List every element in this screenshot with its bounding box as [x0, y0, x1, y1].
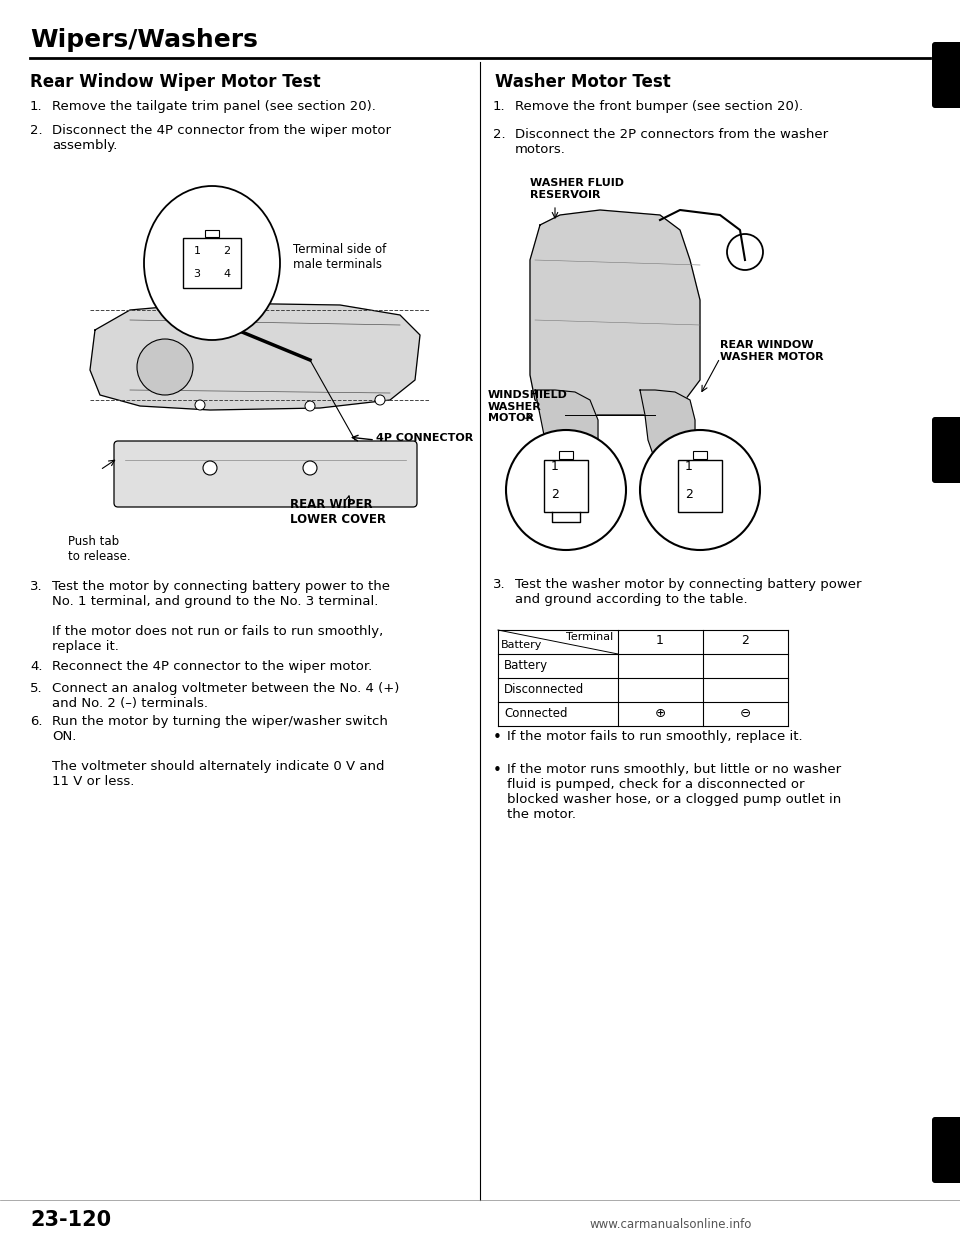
Circle shape: [203, 461, 217, 474]
FancyBboxPatch shape: [932, 1117, 960, 1182]
Circle shape: [375, 395, 385, 405]
Text: Connected: Connected: [504, 707, 567, 720]
Text: www.carmanualsonline.info: www.carmanualsonline.info: [590, 1218, 753, 1231]
Text: 3: 3: [194, 270, 201, 279]
Text: 2: 2: [741, 633, 749, 647]
Text: Connect an analog voltmeter between the No. 4 (+)
and No. 2 (–) terminals.: Connect an analog voltmeter between the …: [52, 682, 399, 710]
Text: 1: 1: [685, 461, 693, 473]
Bar: [544, 460, 588, 512]
Text: REAR WIPER
LOWER COVER: REAR WIPER LOWER COVER: [290, 498, 386, 527]
Polygon shape: [530, 210, 700, 415]
Text: 1: 1: [194, 246, 201, 256]
Text: Test the motor by connecting battery power to the
No. 1 terminal, and ground to : Test the motor by connecting battery pow…: [52, 580, 390, 653]
Text: Disconnect the 2P connectors from the washer
motors.: Disconnect the 2P connectors from the wa…: [515, 128, 828, 156]
Text: 5.: 5.: [30, 682, 42, 696]
Text: 2.: 2.: [30, 124, 42, 137]
Text: 4.: 4.: [30, 660, 42, 673]
Circle shape: [303, 461, 317, 474]
Text: 1.: 1.: [30, 101, 42, 113]
Text: ⊖: ⊖: [739, 707, 751, 720]
Bar: [205, 230, 219, 237]
Text: 1: 1: [551, 461, 559, 473]
FancyBboxPatch shape: [114, 441, 417, 507]
Text: Battery: Battery: [501, 640, 542, 650]
Text: Run the motor by turning the wiper/washer switch
ON.

The voltmeter should alter: Run the motor by turning the wiper/washe…: [52, 715, 388, 787]
Text: 6.: 6.: [30, 715, 42, 728]
Text: ⊕: ⊕: [655, 707, 665, 720]
Text: 1.: 1.: [493, 101, 506, 113]
Text: Terminal: Terminal: [565, 632, 613, 642]
Bar: [183, 238, 241, 288]
Text: WASHER FLUID
RESERVOIR: WASHER FLUID RESERVOIR: [530, 178, 624, 200]
Circle shape: [305, 401, 315, 411]
Text: Push tab
to release.: Push tab to release.: [68, 535, 131, 563]
Text: Disconnected: Disconnected: [504, 683, 585, 696]
Text: Battery: Battery: [504, 660, 548, 672]
Bar: [559, 451, 573, 460]
Text: 3.: 3.: [493, 578, 506, 591]
Polygon shape: [535, 390, 598, 465]
Text: 1: 1: [656, 633, 664, 647]
Text: 2.: 2.: [493, 128, 506, 142]
Bar: [693, 451, 707, 460]
Text: Rear Window Wiper Motor Test: Rear Window Wiper Motor Test: [30, 73, 321, 91]
Text: If the motor runs smoothly, but little or no washer
fluid is pumped, check for a: If the motor runs smoothly, but little o…: [507, 763, 841, 821]
Text: Remove the front bumper (see section 20).: Remove the front bumper (see section 20)…: [515, 101, 804, 113]
Text: 2: 2: [551, 488, 559, 502]
Circle shape: [195, 400, 205, 410]
Text: Washer Motor Test: Washer Motor Test: [495, 73, 671, 91]
Text: Remove the tailgate trim panel (see section 20).: Remove the tailgate trim panel (see sect…: [52, 101, 376, 113]
Ellipse shape: [144, 186, 280, 340]
Circle shape: [506, 430, 626, 550]
Text: 2: 2: [685, 488, 693, 502]
Polygon shape: [90, 303, 420, 410]
Circle shape: [640, 430, 760, 550]
Text: Reconnect the 4P connector to the wiper motor.: Reconnect the 4P connector to the wiper …: [52, 660, 372, 673]
Text: If the motor fails to run smoothly, replace it.: If the motor fails to run smoothly, repl…: [507, 730, 803, 743]
Text: •: •: [493, 730, 502, 745]
Circle shape: [137, 339, 193, 395]
Text: 4: 4: [224, 270, 230, 279]
Text: Wipers/Washers: Wipers/Washers: [30, 29, 258, 52]
Text: 4P CONNECTOR: 4P CONNECTOR: [376, 433, 473, 443]
Text: 2: 2: [224, 246, 230, 256]
Text: REAR WINDOW
WASHER MOTOR: REAR WINDOW WASHER MOTOR: [720, 340, 824, 361]
Text: •: •: [493, 763, 502, 777]
Text: 23-120: 23-120: [30, 1210, 111, 1230]
Text: 3.: 3.: [30, 580, 42, 592]
FancyBboxPatch shape: [932, 417, 960, 483]
Text: Test the washer motor by connecting battery power
and ground according to the ta: Test the washer motor by connecting batt…: [515, 578, 861, 606]
Text: Terminal side of
male terminals: Terminal side of male terminals: [293, 243, 386, 271]
Bar: [678, 460, 722, 512]
Polygon shape: [640, 390, 695, 468]
FancyBboxPatch shape: [932, 42, 960, 108]
Text: WINDSHIELD
WASHER
MOTOR: WINDSHIELD WASHER MOTOR: [488, 390, 568, 424]
Text: Disconnect the 4P connector from the wiper motor
assembly.: Disconnect the 4P connector from the wip…: [52, 124, 391, 152]
